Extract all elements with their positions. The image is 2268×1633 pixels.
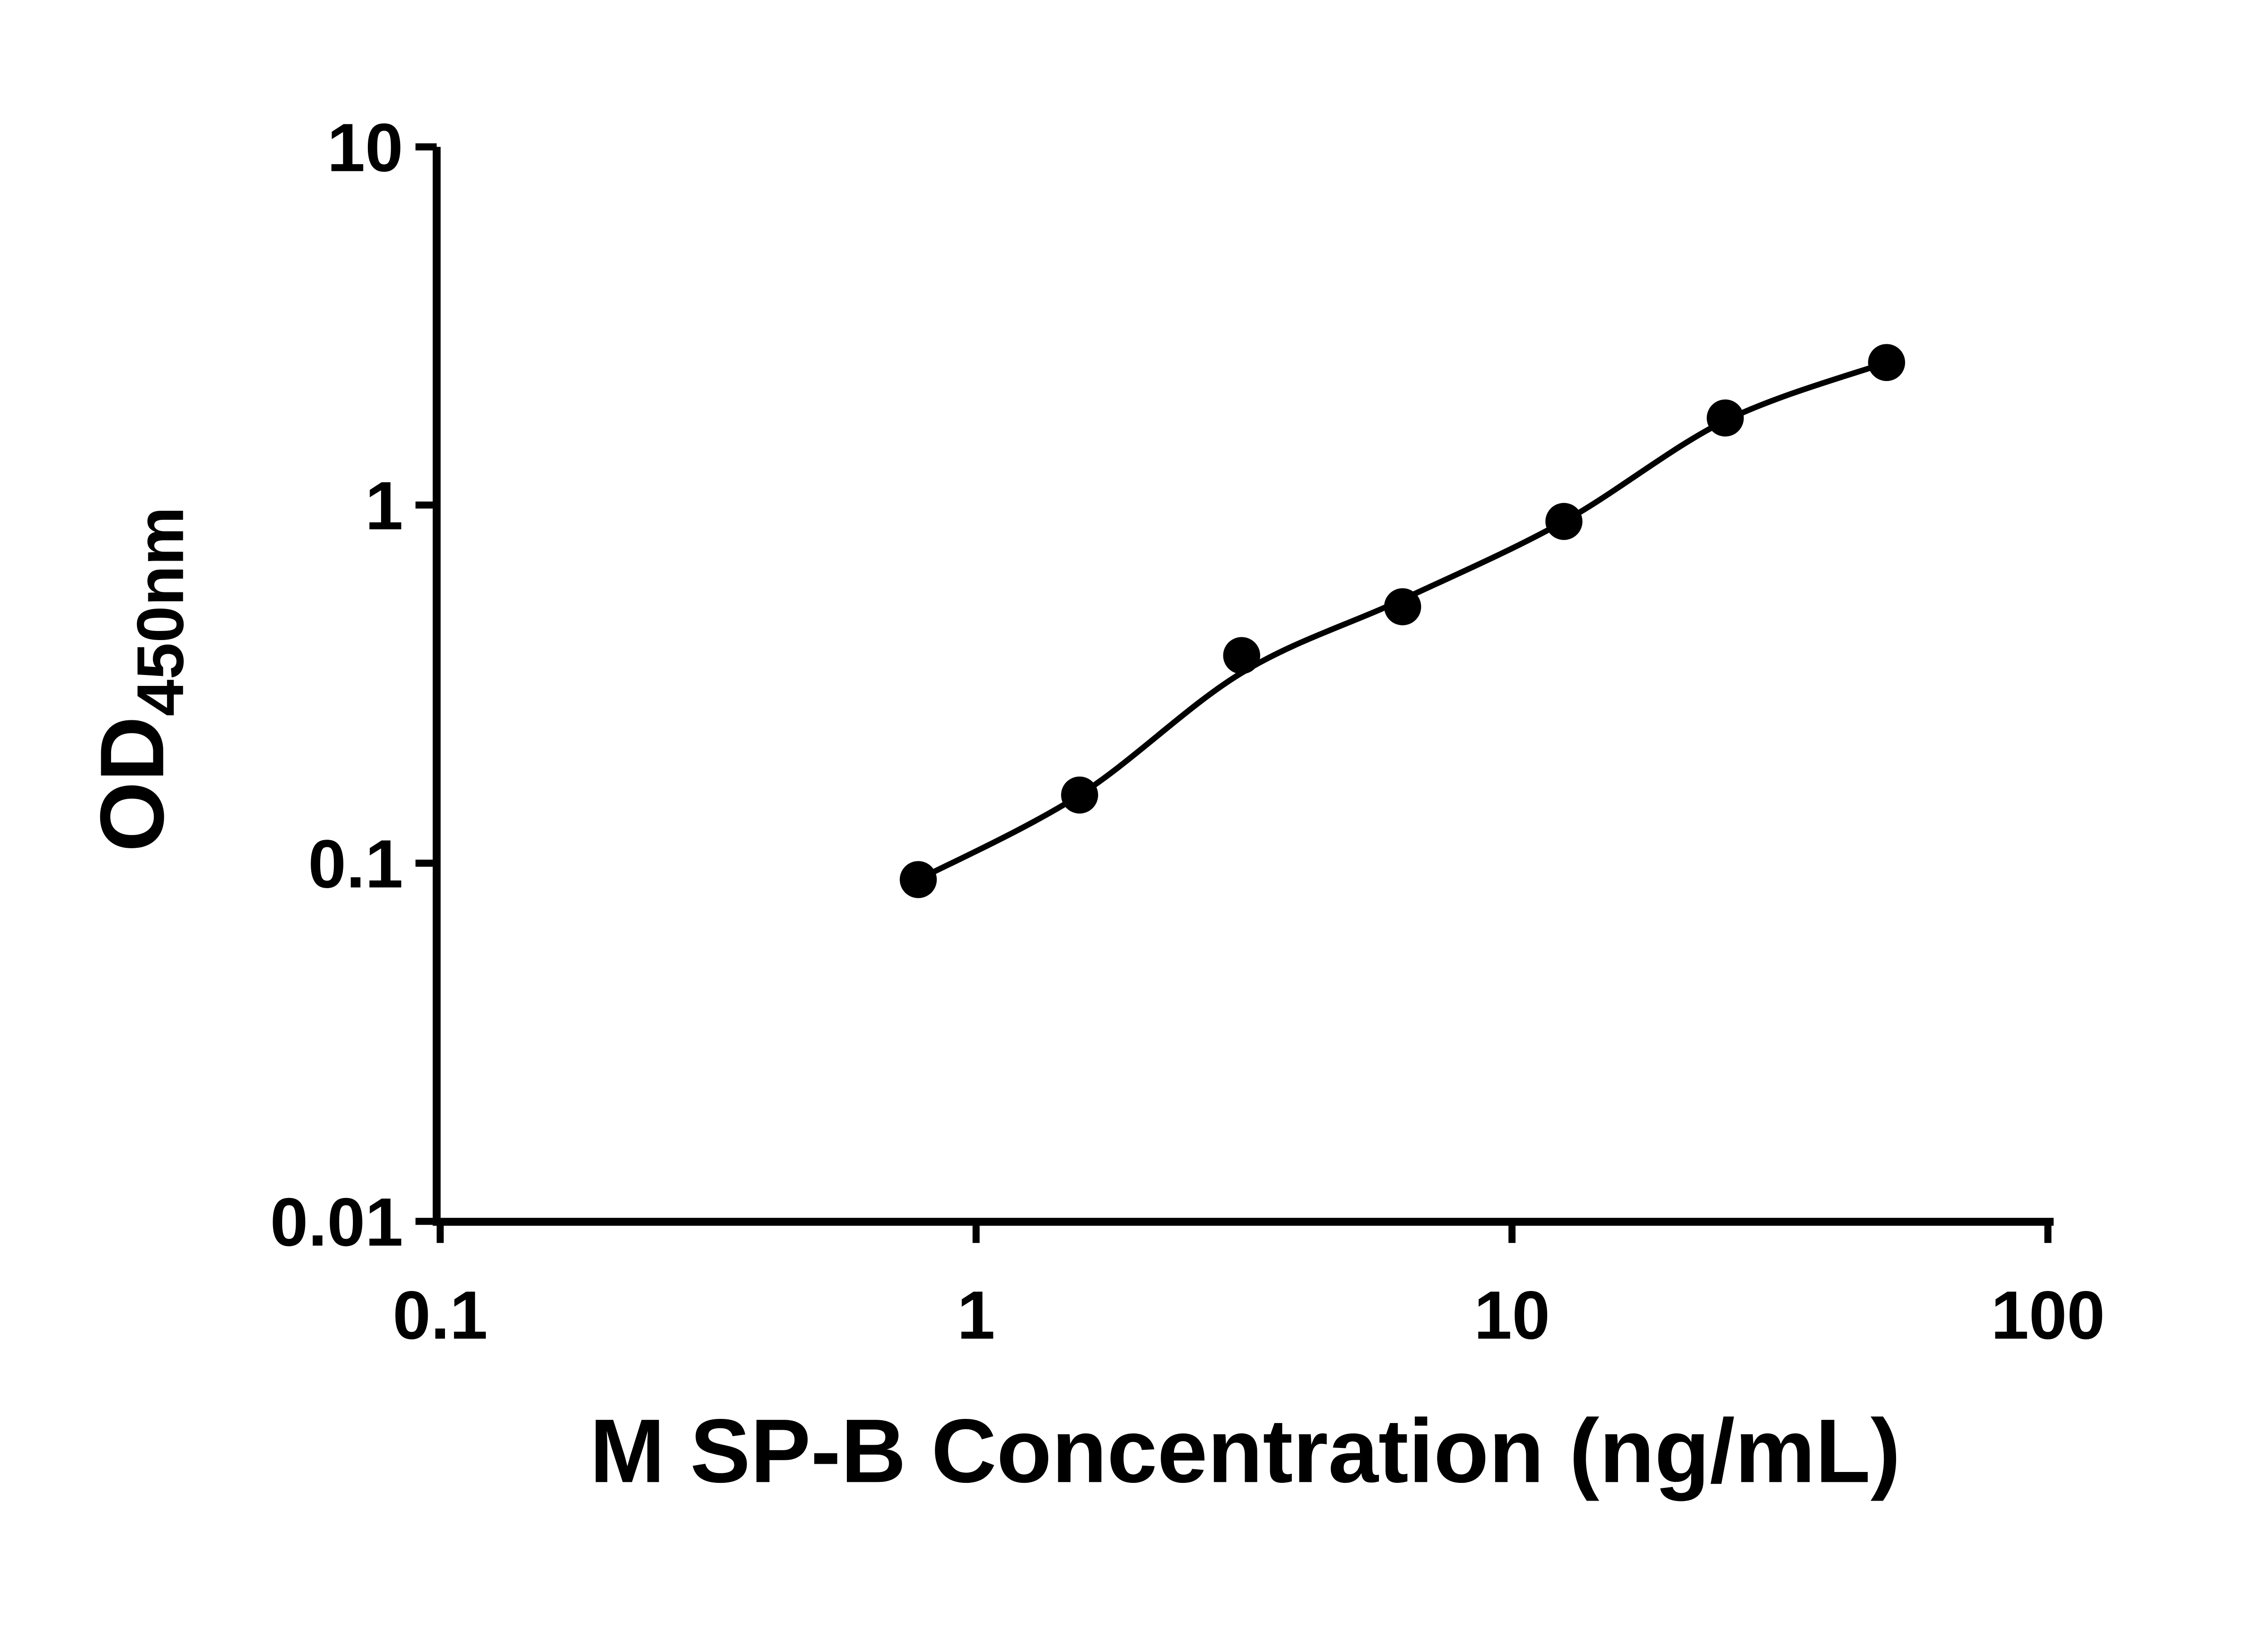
x-tick-label: 10 [1474,1277,1550,1353]
data-point [1545,503,1583,540]
data-points [899,344,1905,898]
x-tick-label: 1 [957,1277,995,1353]
y-axis-title-main: OD [82,716,183,852]
data-point [1384,588,1422,626]
data-point [1706,399,1744,437]
x-axis-title: M SP-B Concentration (ng/mL) [590,1401,1901,1501]
data-point [1061,776,1098,814]
data-point [1223,637,1261,675]
axes [432,147,2054,1226]
x-tick-label: 0.1 [393,1277,488,1353]
y-axis-title: OD450nm [82,507,197,852]
y-axis-title-sub: 450nm [123,507,197,716]
y-tick-label: 1 [365,468,403,544]
chart: 10 1 0.1 0.01 0.1 1 10 100 M SP-B Concentratio… [82,109,2105,1501]
y-ticks: 10 1 0.1 0.01 [270,109,437,1260]
y-tick-label: 10 [327,109,403,186]
y-tick-label: 0.1 [308,826,403,902]
x-ticks: 0.1 1 10 100 [393,1222,2105,1353]
standard-curve-figure: 10 1 0.1 0.01 0.1 1 10 100 M SP-B Concentratio… [82,109,2105,1502]
x-tick-label: 100 [1991,1277,2105,1353]
data-point [899,861,937,898]
y-tick-label: 0.01 [270,1184,403,1260]
data-point [1868,344,1905,381]
